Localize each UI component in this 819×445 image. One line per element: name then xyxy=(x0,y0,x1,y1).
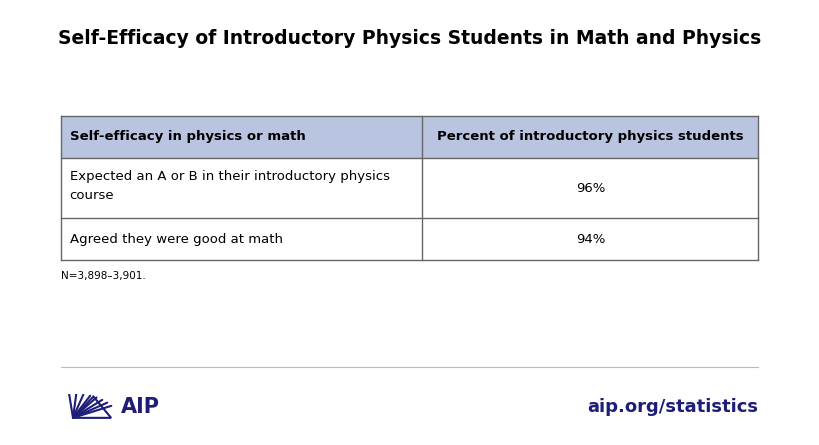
Text: 94%: 94% xyxy=(575,233,604,246)
Text: aip.org/statistics: aip.org/statistics xyxy=(586,398,758,416)
Text: AIP: AIP xyxy=(121,397,161,417)
Text: Percent of introductory physics students: Percent of introductory physics students xyxy=(437,130,743,143)
Text: 96%: 96% xyxy=(575,182,604,194)
Text: Expected an A or B in their introductory physics
course: Expected an A or B in their introductory… xyxy=(70,170,389,202)
Text: Self-Efficacy of Introductory Physics Students in Math and Physics: Self-Efficacy of Introductory Physics St… xyxy=(58,29,761,48)
Text: N=3,898–3,901.: N=3,898–3,901. xyxy=(61,271,146,281)
Text: Agreed they were good at math: Agreed they were good at math xyxy=(70,233,283,246)
Text: Self-efficacy in physics or math: Self-efficacy in physics or math xyxy=(70,130,305,143)
